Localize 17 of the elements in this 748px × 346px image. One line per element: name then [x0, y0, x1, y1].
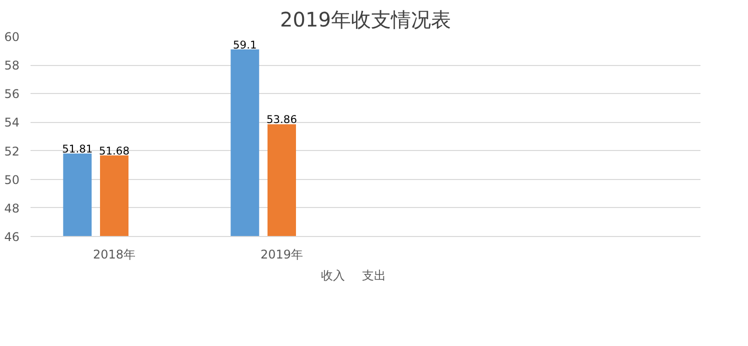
y-tick-label: 56: [4, 87, 20, 102]
data-label: 51.81: [62, 142, 93, 156]
x-tick-label: 2019年: [260, 248, 304, 262]
y-tick-label: 52: [4, 144, 20, 158]
data-label: 59.1: [233, 38, 257, 52]
text: 收入: [321, 268, 345, 284]
y-tick-label: 60: [4, 30, 20, 44]
x-tick-label: 2018年: [92, 248, 136, 262]
y-tick-label: 58: [4, 58, 20, 73]
y-tick-label: 54: [4, 116, 20, 130]
y-tick-label: 50: [4, 172, 20, 187]
data-label: 53.86: [266, 113, 298, 126]
y-tick-label: 46: [4, 230, 20, 244]
data-label: 51.68: [98, 144, 130, 158]
text: 支出: [362, 268, 386, 284]
y-tick-label: 48: [4, 201, 20, 216]
chart-title: 2019年收支情况表: [280, 8, 451, 32]
